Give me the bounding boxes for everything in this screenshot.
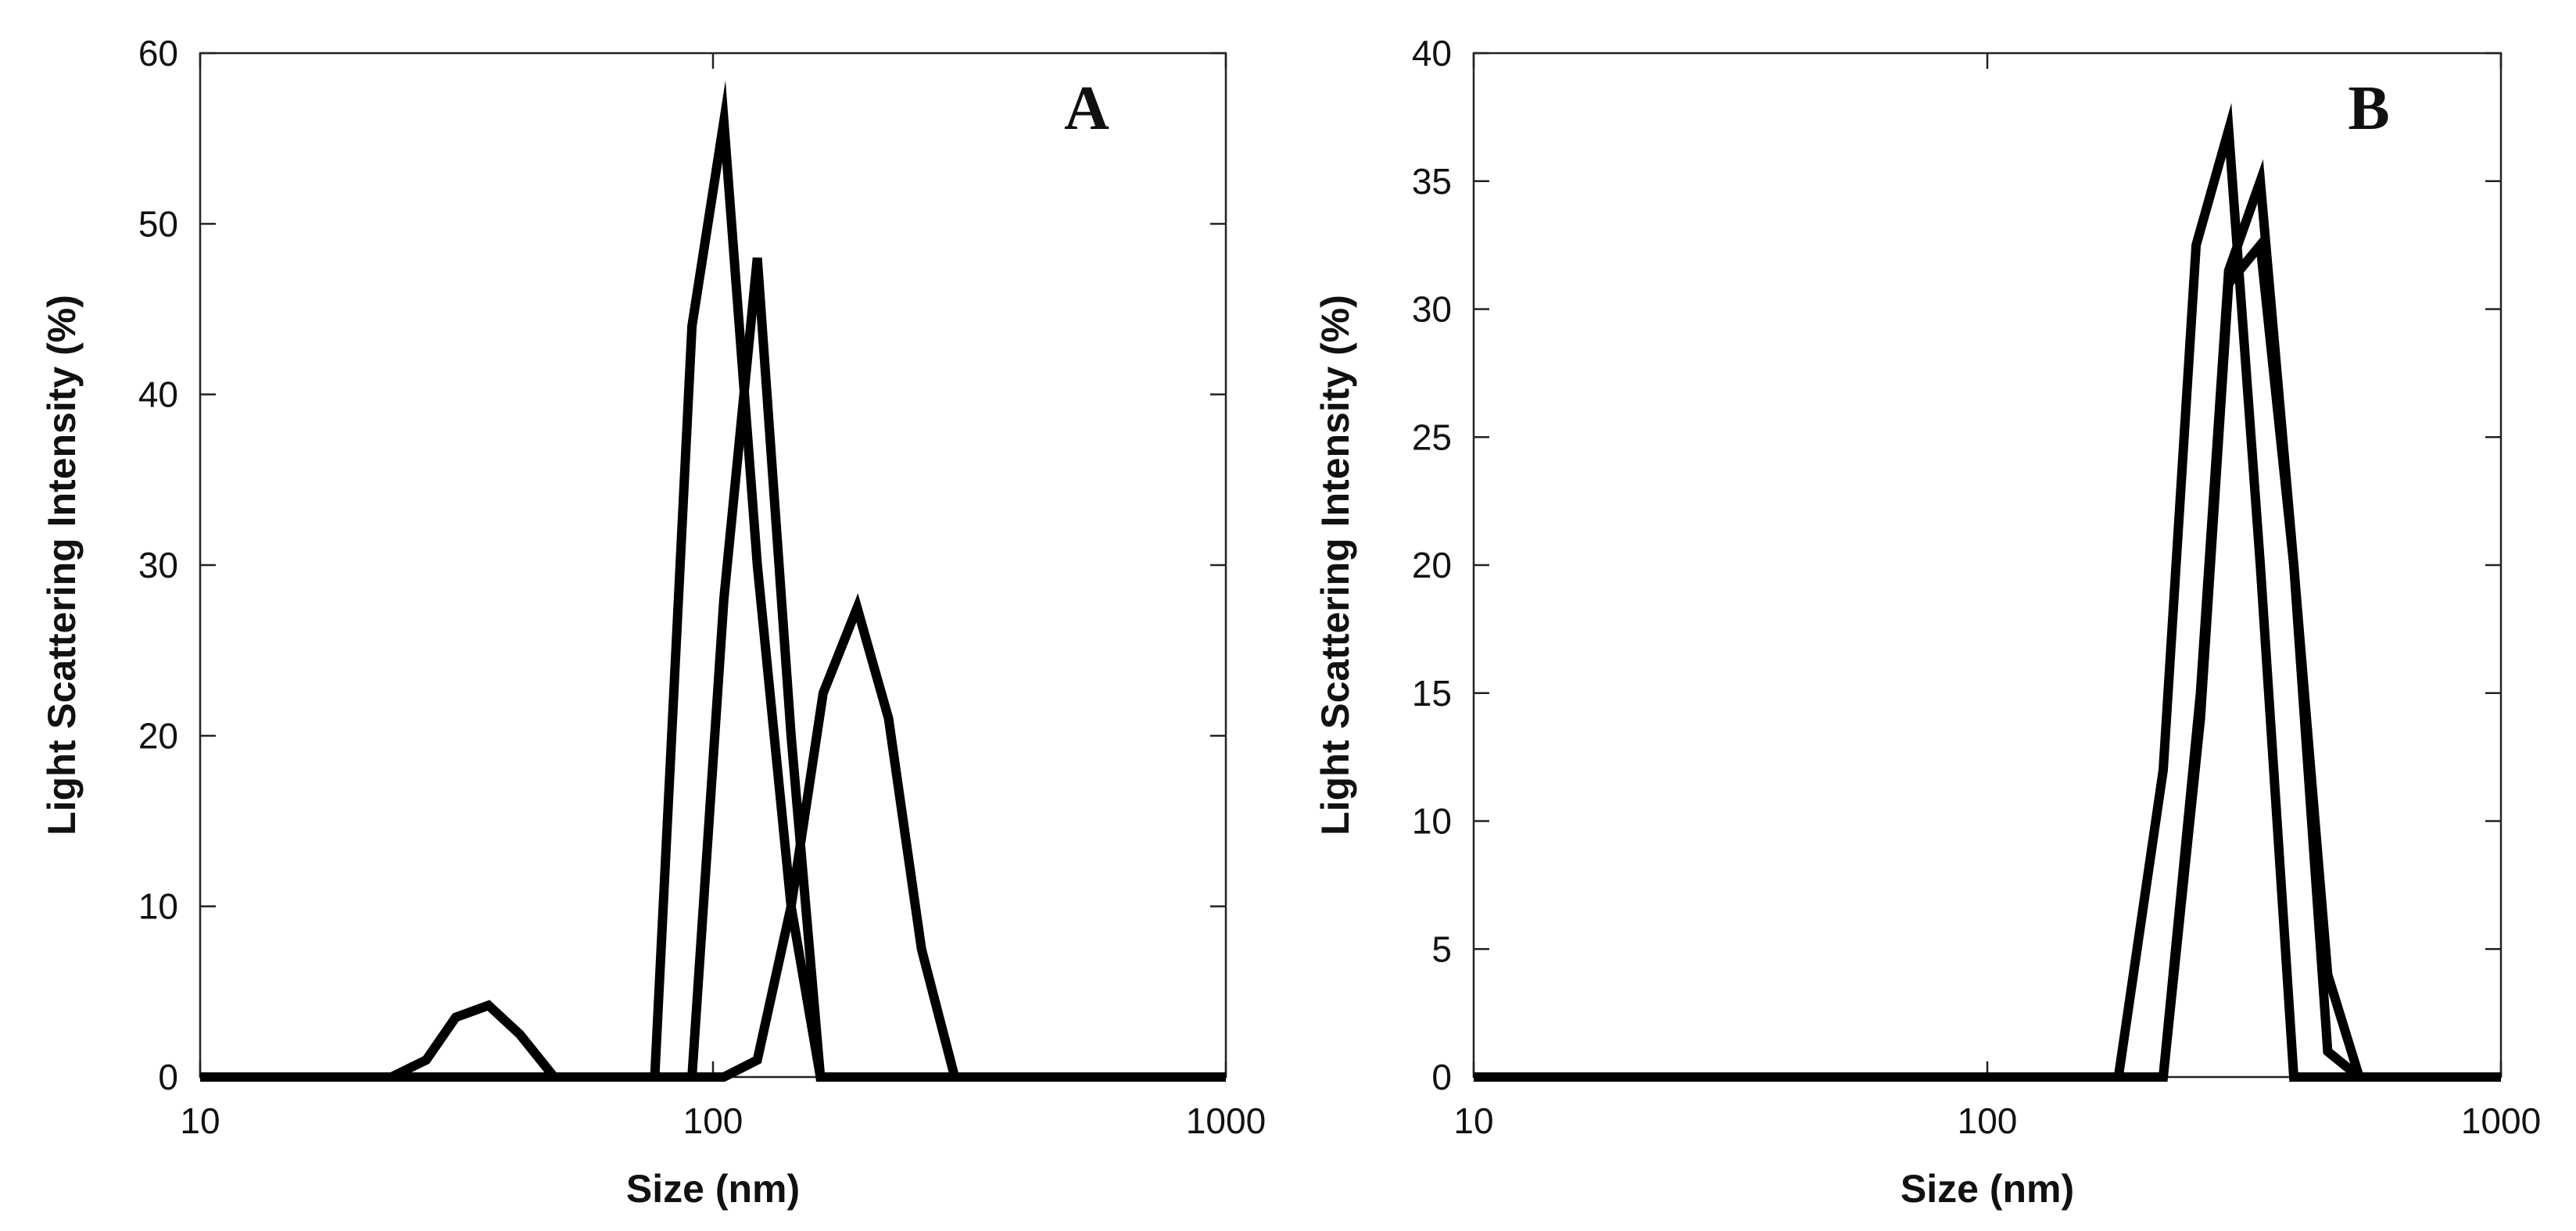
chart-b-y-tick-label: 0 xyxy=(1431,1057,1452,1097)
chart-b-y-tick-label: 20 xyxy=(1412,545,1452,585)
chart-b-x-axis-title: Size (nm) xyxy=(1901,1167,2074,1211)
chart-b-svg: 0 5 10 15 20 25 30 35 40 10 100 1000 Size (nm) Light … xyxy=(1313,33,2541,1211)
chart-a-x-tick-label: 10 xyxy=(180,1100,220,1141)
chart-a-y-tick-label: 40 xyxy=(138,374,178,415)
chart-a-panel-label: A xyxy=(1064,74,1109,143)
chart-b-panel-label: B xyxy=(2348,74,2389,143)
chart-b-x-tick-label: 1000 xyxy=(2461,1100,2541,1141)
chart-b-y-tick-label: 10 xyxy=(1412,801,1452,842)
chart-a-y-tick-label: 0 xyxy=(158,1057,178,1097)
chart-b-y-tick-label: 5 xyxy=(1431,929,1452,969)
chart-b-y-tick-label: 15 xyxy=(1412,673,1452,714)
chart-a-y-tick-label: 60 xyxy=(138,33,178,73)
chart-a-series-line-2 xyxy=(200,257,1226,1082)
chart-b-series-line-2 xyxy=(1474,159,2501,1082)
chart-b-y-tick-label: 25 xyxy=(1412,417,1452,457)
chart-a-y-tick-label: 10 xyxy=(138,886,178,927)
chart-b-x-tick-label: 10 xyxy=(1453,1100,1493,1141)
chart-panel-a: 0 10 20 30 40 50 60 10 100 1000 Size (nm) Light Sca… xyxy=(40,33,1266,1211)
chart-b-series-line-3 xyxy=(1474,233,2501,1082)
chart-a-y-tick-label: 20 xyxy=(138,715,178,756)
chart-a-y-axis-title: Light Scattering Intensity (%) xyxy=(40,295,84,836)
chart-b-y-tick-label: 35 xyxy=(1412,161,1452,202)
chart-a-y-tick-label: 50 xyxy=(138,203,178,244)
chart-a-series-line-1 xyxy=(200,80,1226,1082)
chart-b-plot-frame xyxy=(1472,52,2503,1079)
chart-a-x-tick-label: 1000 xyxy=(1186,1100,1266,1141)
chart-b-x-tick-label: 100 xyxy=(1958,1100,2018,1141)
chart-panel-b: 0 5 10 15 20 25 30 35 40 10 100 1000 Size (nm) Light … xyxy=(1288,0,2576,1231)
chart-b-y-tick-label: 40 xyxy=(1412,33,1452,73)
chart-b-series-line-1 xyxy=(1474,102,2501,1082)
chart-a-y-tick-label: 30 xyxy=(138,545,178,585)
chart-a-x-axis-title: Size (nm) xyxy=(626,1167,800,1211)
chart-a-x-tick-label: 100 xyxy=(683,1100,743,1141)
chart-a-series-line-3 xyxy=(200,592,1226,1082)
chart-b-y-axis-title: Light Scattering Intensity (%) xyxy=(1313,295,1357,836)
chart-b-y-tick-label: 30 xyxy=(1412,289,1452,330)
